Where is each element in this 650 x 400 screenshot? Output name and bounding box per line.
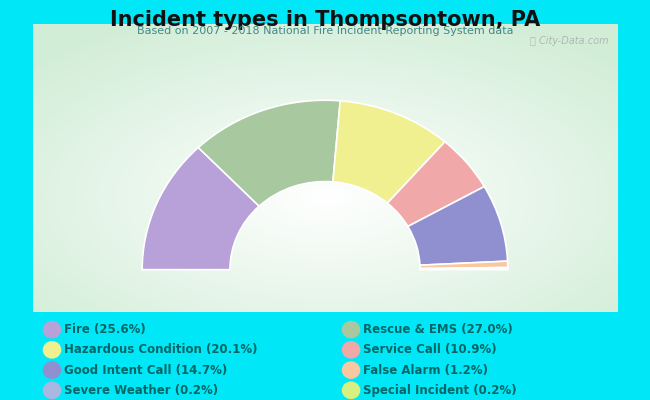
Ellipse shape (342, 321, 360, 338)
Text: Service Call (10.9%): Service Call (10.9%) (363, 343, 497, 356)
Text: ⓘ City-Data.com: ⓘ City-Data.com (530, 36, 608, 46)
Text: Rescue & EMS (27.0%): Rescue & EMS (27.0%) (363, 323, 513, 336)
Text: Fire (25.6%): Fire (25.6%) (64, 323, 146, 336)
Text: Hazardous Condition (20.1%): Hazardous Condition (20.1%) (64, 343, 257, 356)
Ellipse shape (43, 341, 61, 359)
Wedge shape (420, 261, 508, 268)
Wedge shape (333, 101, 445, 203)
Text: False Alarm (1.2%): False Alarm (1.2%) (363, 364, 488, 376)
Text: Based on 2007 - 2018 National Fire Incident Reporting System data: Based on 2007 - 2018 National Fire Incid… (136, 26, 514, 36)
Text: Incident types in Thompsontown, PA: Incident types in Thompsontown, PA (110, 10, 540, 30)
Ellipse shape (342, 361, 360, 379)
Wedge shape (387, 142, 484, 226)
Wedge shape (420, 268, 508, 270)
Text: Special Incident (0.2%): Special Incident (0.2%) (363, 384, 517, 397)
Ellipse shape (342, 341, 360, 359)
Ellipse shape (43, 321, 61, 338)
Wedge shape (198, 100, 340, 206)
Text: Severe Weather (0.2%): Severe Weather (0.2%) (64, 384, 218, 397)
Wedge shape (408, 186, 508, 265)
Ellipse shape (43, 382, 61, 399)
Wedge shape (142, 148, 259, 270)
Text: Good Intent Call (14.7%): Good Intent Call (14.7%) (64, 364, 228, 376)
Wedge shape (420, 268, 508, 269)
Ellipse shape (342, 382, 360, 399)
Ellipse shape (43, 361, 61, 379)
